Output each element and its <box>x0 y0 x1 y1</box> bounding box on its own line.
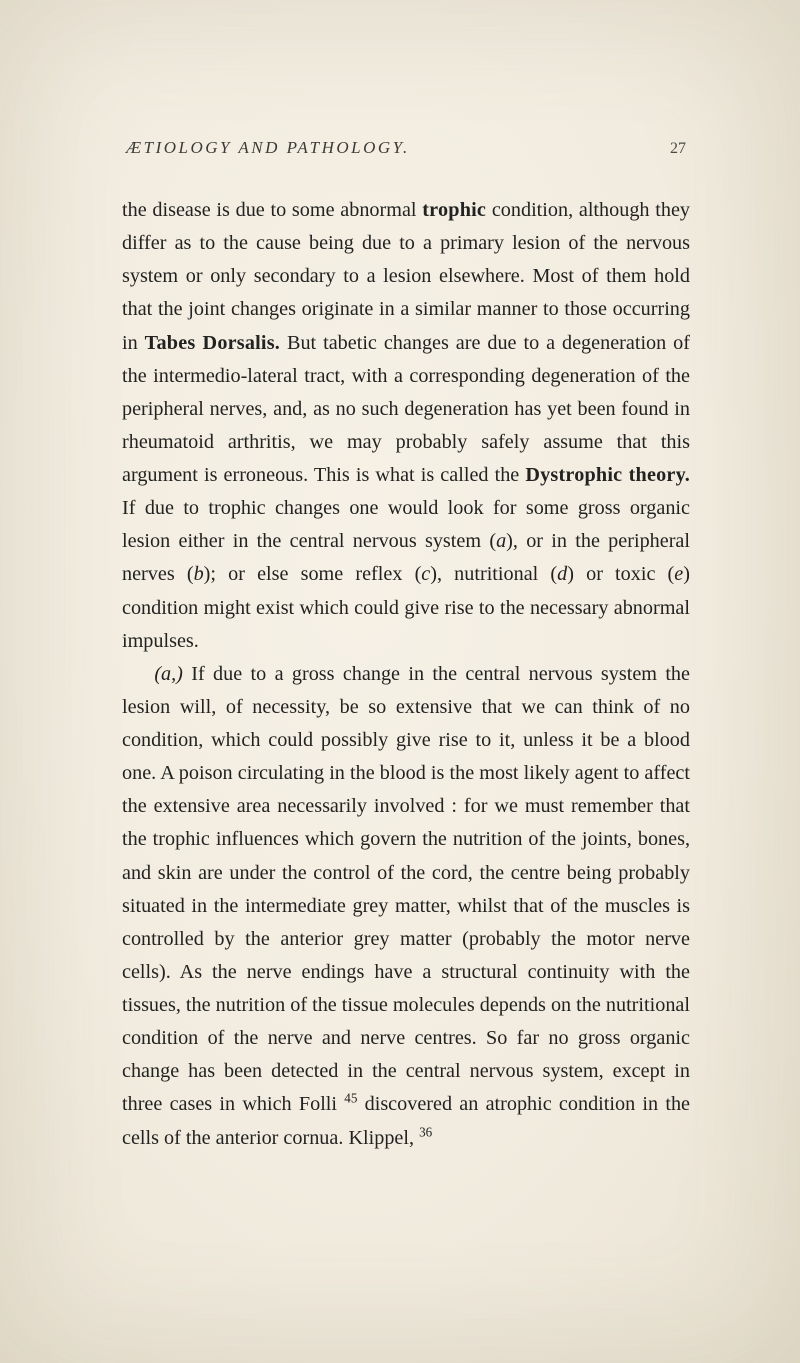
scanned-page: ÆTIOLOGY AND PATHOLOGY. 27 the disease i… <box>0 0 800 1363</box>
paragraph: the disease is due to some abnormal trop… <box>122 194 690 658</box>
page-number: 27 <box>670 140 686 158</box>
paragraph: (a,) If due to a gross change in the cen… <box>122 658 690 1155</box>
running-head: ÆTIOLOGY AND PATHOLOGY. 27 <box>122 138 690 158</box>
body-text: the disease is due to some abnormal trop… <box>122 194 690 1155</box>
running-head-title: ÆTIOLOGY AND PATHOLOGY. <box>126 138 410 158</box>
